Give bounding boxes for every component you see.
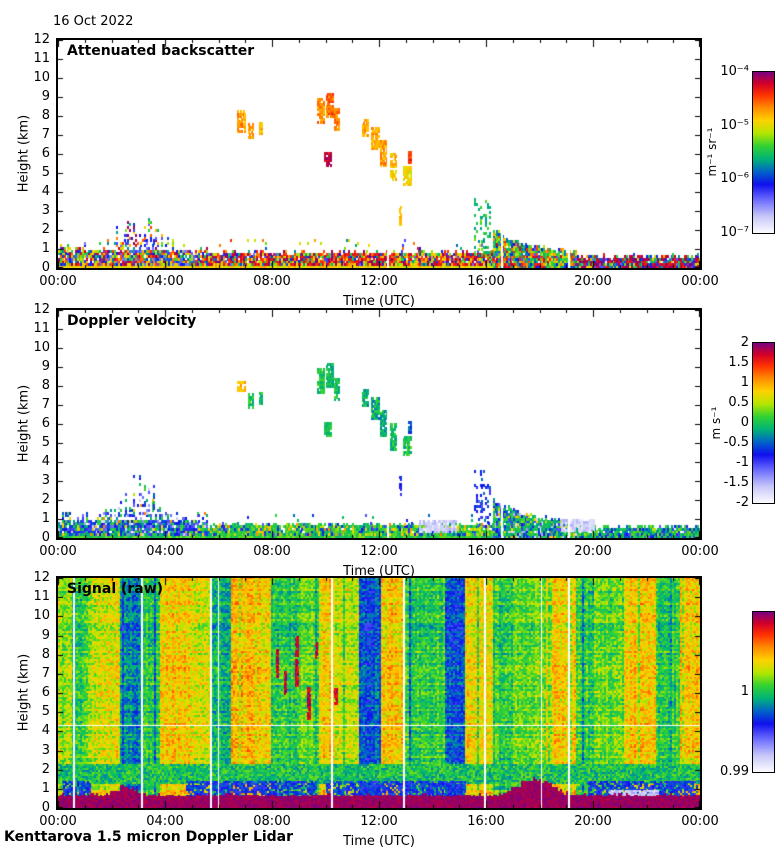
y-tick-label: 6	[41, 685, 50, 700]
y-tick-label: 8	[41, 378, 50, 393]
y-tick-label: 2	[41, 492, 50, 507]
colorbar-velocity	[752, 342, 775, 504]
x-tick-label: 04:00	[146, 274, 184, 289]
x-tick-label: 00:00	[39, 544, 77, 559]
x-tick-label: 12:00	[360, 544, 398, 559]
panel-title-backscatter: Attenuated backscatter	[67, 43, 255, 59]
date-label: 16 Oct 2022	[53, 14, 134, 29]
y-tick-label: 12	[33, 570, 50, 585]
y-tick-label: 0	[41, 530, 50, 545]
y-tick-label: 10	[33, 340, 50, 355]
velocity-heatmap-canvas	[58, 310, 700, 538]
panel-title-signal: Signal (raw)	[67, 581, 164, 597]
x-tick-label: 16:00	[467, 544, 505, 559]
x-tick-label: 04:00	[146, 544, 184, 559]
y-tick-label: 7	[41, 665, 50, 681]
x-tick-label: 00:00	[39, 274, 77, 289]
y-tick-label: 12	[33, 302, 50, 317]
colorbar-tick-label: -1.5	[723, 475, 749, 490]
instrument-footer-label: Kenttarova 1.5 micron Doppler Lidar	[4, 829, 294, 845]
colorbar-tick-label: 0.99	[720, 764, 749, 779]
x-tick-label: 08:00	[253, 544, 291, 559]
y-tick-label: 4	[41, 454, 50, 469]
y-tick-label: 0	[41, 800, 50, 815]
panel-backscatter-frame: Attenuated backscatter	[56, 38, 702, 270]
y-tick-label: 10	[33, 608, 50, 624]
y-tick-label: 7	[41, 127, 50, 142]
x-tick-label: 12:00	[360, 814, 398, 829]
y-tick-label: 7	[41, 397, 50, 412]
y-tick-label: 6	[41, 416, 50, 431]
y-tick-label: 12	[33, 32, 50, 47]
colorbar-tick-label: -1	[736, 455, 749, 470]
colorbar-backscatter	[752, 71, 775, 234]
x-tick-label: 08:00	[253, 274, 291, 289]
colorbar-tick-label: 10⁻⁷	[720, 225, 749, 240]
x-tick-label: 04:00	[146, 814, 184, 829]
colorbar-tick-label: 1.5	[728, 355, 749, 370]
colorbar-tick-label: 1	[740, 375, 749, 390]
y-tick-label: 1	[41, 241, 50, 256]
y-tick-label: 4	[41, 184, 50, 199]
colorbar-tick-label: -0.5	[723, 435, 749, 450]
x-tick-label: 00:00	[39, 814, 77, 829]
x-tick-label: 16:00	[467, 274, 505, 289]
y-tick-label: 2	[41, 222, 50, 237]
y-tick-label: 3	[41, 742, 50, 758]
y-tick-label: 5	[41, 435, 50, 450]
y-tick-label: 5	[41, 165, 50, 180]
y-tick-label: 2	[41, 761, 50, 777]
signal-heatmap-canvas	[58, 578, 700, 808]
colorbar-tick-label: 10⁻⁶	[720, 171, 749, 187]
panel-title-velocity: Doppler velocity	[67, 313, 197, 329]
y-tick-label: 11	[33, 589, 50, 605]
x-tick-label: 00:00	[681, 274, 719, 289]
y-tick-label: 9	[41, 359, 50, 374]
colorbar-tick-label: 10⁻⁴	[720, 64, 749, 79]
colorbar-tick-label: -2	[736, 495, 749, 510]
x-axis-label-backscatter: Time (UTC)	[343, 294, 415, 309]
x-tick-label: 00:00	[681, 814, 719, 829]
panel-signal-frame: Signal (raw)	[56, 576, 702, 810]
colorbar-tick-label: 2	[740, 335, 749, 350]
x-tick-label: 20:00	[574, 544, 612, 559]
y-tick-label: 1	[41, 780, 50, 796]
panel-velocity-frame: Doppler velocity	[56, 308, 702, 540]
backscatter-heatmap-canvas	[58, 40, 700, 268]
colorbar-signal	[752, 611, 775, 773]
x-axis-label-signal: Time (UTC)	[343, 834, 415, 849]
x-tick-label: 08:00	[253, 814, 291, 829]
y-tick-label: 10	[33, 70, 50, 85]
y-tick-label: 3	[41, 473, 50, 488]
y-tick-label: 9	[41, 89, 50, 104]
x-tick-label: 20:00	[574, 274, 612, 289]
colorbar-tick-label: 0	[740, 415, 749, 430]
y-tick-label: 9	[41, 627, 50, 643]
y-tick-label: 11	[33, 321, 50, 336]
x-axis-label-velocity: Time (UTC)	[343, 564, 415, 579]
y-tick-label: 8	[41, 646, 50, 662]
y-tick-label: 1	[41, 511, 50, 526]
x-tick-label: 12:00	[360, 274, 398, 289]
y-tick-label: 0	[41, 260, 50, 275]
y-tick-label: 4	[41, 723, 50, 739]
x-tick-label: 16:00	[467, 814, 505, 829]
y-tick-label: 5	[41, 704, 50, 720]
y-tick-label: 3	[41, 203, 50, 218]
x-tick-label: 00:00	[681, 544, 719, 559]
colorbar-tick-label: 1	[740, 684, 749, 699]
y-tick-label: 11	[33, 51, 50, 66]
y-tick-label: 6	[41, 146, 50, 161]
colorbar-tick-label: 0.5	[728, 395, 749, 410]
colorbar-tick-label: 10⁻⁵	[720, 117, 749, 133]
y-tick-label: 8	[41, 108, 50, 123]
x-tick-label: 20:00	[574, 814, 612, 829]
